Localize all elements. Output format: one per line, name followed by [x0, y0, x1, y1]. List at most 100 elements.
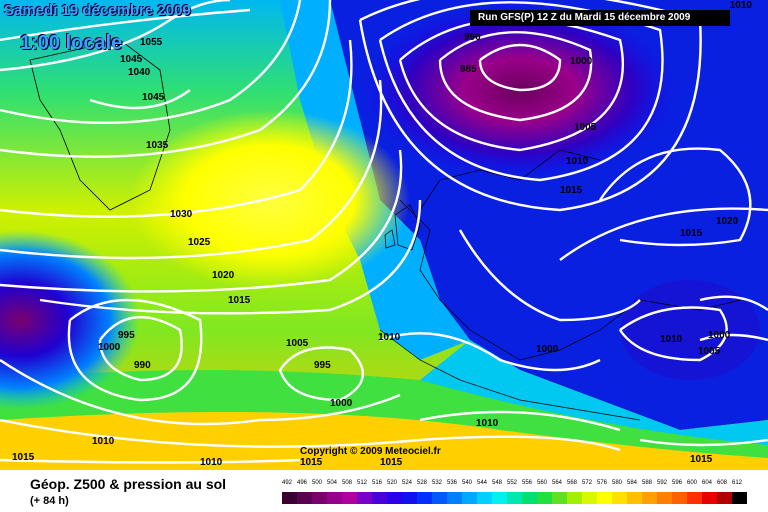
isobar-label: 1045 — [142, 92, 165, 103]
light-blue-region — [420, 340, 768, 450]
isobar-label: 1005 — [698, 346, 721, 357]
isobar-label: 1015 — [228, 295, 251, 306]
scale-label: 552 — [507, 480, 518, 486]
scale-label: 572 — [582, 480, 593, 486]
eastern-low — [620, 280, 760, 380]
isobar-label: 1015 — [12, 452, 35, 463]
scale-label: 504 — [327, 480, 338, 486]
scale-swatch — [732, 492, 747, 504]
scale-swatch — [657, 492, 672, 504]
scale-swatch — [312, 492, 327, 504]
scale-swatch — [372, 492, 387, 504]
isobar-label: 995 — [314, 360, 331, 371]
product-title: Géop. Z500 & pression au sol — [30, 476, 227, 492]
weather-map: 1055104510401045103510301025102010159951… — [0, 0, 768, 470]
scale-label: 604 — [702, 480, 713, 486]
scale-label: 500 — [312, 480, 323, 486]
lead-time: (+ 84 h) — [30, 495, 69, 507]
forecast-time: 1:00 locale — [20, 32, 123, 54]
isobar-labels: 1055104510401045103510301025102010159951… — [12, 32, 739, 468]
scale-label: 596 — [672, 480, 683, 486]
scale-swatch — [417, 492, 432, 504]
run-info: Run GFS(P) 12 Z du Mardi 15 décembre 200… — [470, 10, 730, 26]
scale-swatch — [552, 492, 567, 504]
scale-swatch — [282, 492, 297, 504]
isobar-label: 1025 — [188, 237, 211, 248]
isobar-label: 1040 — [128, 67, 151, 78]
isobar-label: 1010 — [660, 334, 683, 345]
isobar-label: 985 — [460, 64, 477, 75]
scale-swatch — [507, 492, 522, 504]
scale-label: 540 — [462, 480, 473, 486]
isobar-label: 1010 — [200, 457, 223, 468]
scale-label: 608 — [717, 480, 728, 486]
isobar-label: 1010 — [476, 418, 499, 429]
scale-label: 496 — [297, 480, 308, 486]
isobar-label: 1055 — [140, 37, 163, 48]
europe-coast — [379, 149, 741, 421]
scale-swatch — [597, 492, 612, 504]
scale-swatch — [297, 492, 312, 504]
scale-swatch — [327, 492, 342, 504]
scale-swatch — [627, 492, 642, 504]
isobar-label: 1015 — [690, 454, 713, 465]
isobar-label: 1000 — [536, 344, 559, 355]
isobar-label: 1000 — [98, 342, 121, 353]
scale-label: 612 — [732, 480, 743, 486]
scale-swatch — [432, 492, 447, 504]
scale-label: 508 — [342, 480, 353, 486]
scale-label: 556 — [522, 480, 533, 486]
scale-label: 592 — [657, 480, 668, 486]
isobar-label: 1005 — [286, 338, 309, 349]
scale-label: 580 — [612, 480, 623, 486]
scale-label: 548 — [492, 480, 503, 486]
scale-label: 576 — [597, 480, 608, 486]
scale-label: 492 — [282, 480, 293, 486]
yellow-south-band — [0, 412, 768, 470]
isobar-label: 1010 — [378, 332, 401, 343]
scale-swatch — [567, 492, 582, 504]
scale-swatch — [402, 492, 417, 504]
isobar-label: 990 — [464, 32, 481, 43]
isobar-label: 1000 — [330, 398, 353, 409]
scale-swatch — [342, 492, 357, 504]
scale-label: 524 — [402, 480, 413, 486]
scale-swatch — [672, 492, 687, 504]
scale-swatch — [522, 492, 537, 504]
isobar-label: 1000 — [570, 56, 593, 67]
greenland-coast — [29, 39, 171, 211]
scale-swatch — [612, 492, 627, 504]
scale-swatch — [702, 492, 717, 504]
atlantic-ridge — [130, 110, 410, 290]
scale-swatch — [717, 492, 732, 504]
isobar-label: 995 — [118, 330, 135, 341]
scale-swatch — [537, 492, 552, 504]
forecast-date: Samedi 19 décembre 2009 — [4, 2, 191, 19]
isobar-label: 1035 — [146, 140, 169, 151]
scale-label: 516 — [372, 480, 383, 486]
scale-swatch — [582, 492, 597, 504]
isobar-label: 1015 — [560, 185, 583, 196]
scale-swatch — [687, 492, 702, 504]
isobar-label: 1015 — [300, 457, 323, 468]
scale-swatch — [642, 492, 657, 504]
scale-swatch — [447, 492, 462, 504]
isobar-label: 1005 — [574, 122, 597, 133]
isobar-label: 1010 — [566, 156, 589, 167]
color-scale — [282, 492, 747, 504]
scale-label: 520 — [387, 480, 398, 486]
isobar-label: 1020 — [716, 216, 739, 227]
scale-label: 584 — [627, 480, 638, 486]
isobar-label: 1045 — [120, 54, 143, 65]
scale-label: 532 — [432, 480, 443, 486]
scale-label: 560 — [537, 480, 548, 486]
scale-label: 564 — [552, 480, 563, 486]
scale-label: 528 — [417, 480, 428, 486]
isobar-label: 1010 — [92, 436, 115, 447]
isobar-label: 1030 — [170, 209, 193, 220]
scale-label-row: 492 496 500 504 508 512 516 520 524 528 532 536 540 5… — [282, 480, 752, 490]
scale-label: 536 — [447, 480, 458, 486]
scale-swatch — [357, 492, 372, 504]
isobar-label: 990 — [134, 360, 151, 371]
